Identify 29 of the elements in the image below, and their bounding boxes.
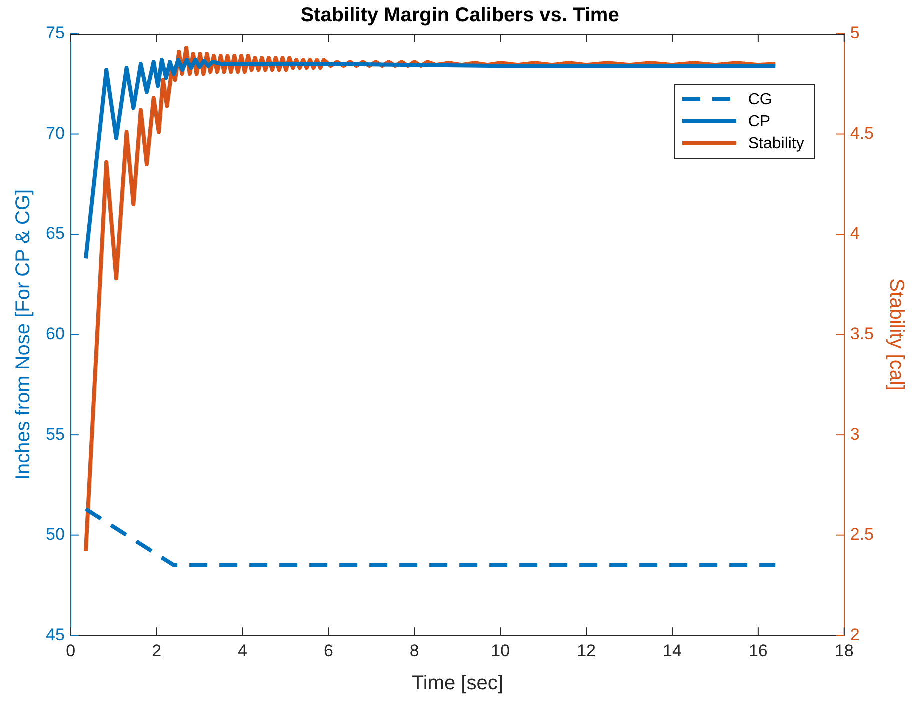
y2-tick-label: 4.5	[850, 124, 874, 143]
x-tick-label: 4	[238, 641, 248, 660]
x-tick-label: 14	[663, 641, 682, 660]
y-tick-label: 70	[46, 124, 65, 143]
y2-tick-label: 3	[850, 424, 860, 444]
x-tick-label: 6	[324, 641, 334, 660]
legend-label: Stability	[748, 135, 804, 152]
y2-tick-label: 4	[850, 224, 860, 244]
y2-axis-title: Stability [cal]	[885, 278, 908, 391]
y-tick-label: 60	[46, 324, 65, 344]
y2-tick-label: 3.5	[850, 324, 874, 344]
legend-label: CP	[748, 113, 771, 130]
x-axis-title: Time [sec]	[412, 672, 504, 695]
x-tick-label: 8	[410, 641, 420, 660]
y-tick-label: 45	[46, 625, 65, 644]
x-tick-label: 2	[152, 641, 162, 660]
y-tick-label: 75	[46, 24, 65, 43]
y2-tick-label: 2.5	[850, 525, 874, 544]
y-tick-label: 55	[46, 424, 65, 444]
legend-label: CG	[748, 91, 772, 108]
x-tick-label: 10	[491, 641, 510, 660]
y2-tick-label: 5	[850, 24, 860, 43]
x-tick-label: 12	[577, 641, 596, 660]
chart-title: Stability Margin Calibers vs. Time	[300, 4, 620, 27]
y-axis-title: Inches from Nose [For CP & CG]	[12, 189, 35, 480]
y-tick-label: 65	[46, 224, 65, 244]
x-tick-label: 16	[748, 641, 768, 660]
x-tick-label: 0	[66, 641, 76, 660]
y-tick-label: 50	[46, 525, 65, 544]
